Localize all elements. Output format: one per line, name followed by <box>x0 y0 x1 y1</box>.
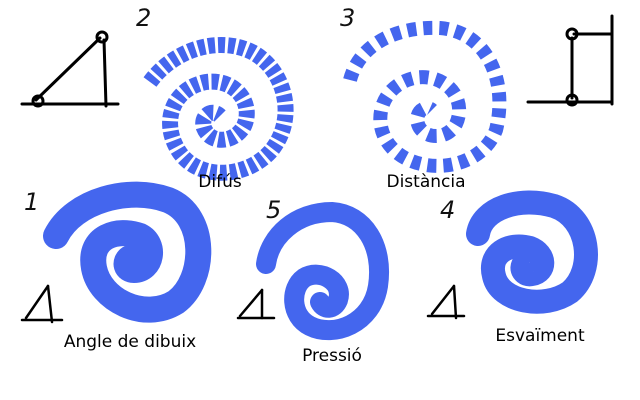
angle-triangle-sketch-5 <box>236 288 276 320</box>
caption-diffuse: Difús <box>198 172 242 192</box>
spiral-number-1: 1 <box>24 188 40 216</box>
spiral-fade <box>466 190 598 314</box>
spiral-number-3: 3 <box>340 4 356 32</box>
spiral-number-5: 5 <box>266 196 282 224</box>
spiral-drawing-angle <box>43 181 212 323</box>
spiral-diffuse <box>143 37 294 181</box>
spiral-number-4: 4 <box>440 196 456 224</box>
spiral-pressure <box>256 201 389 341</box>
spiral-number-2: 2 <box>136 4 152 32</box>
angle-triangle-sketch-top <box>20 30 120 108</box>
caption-fade: Esvaïment <box>495 326 585 346</box>
caption-distance: Distància <box>386 172 466 192</box>
vertical-stand-sketch <box>526 14 614 107</box>
caption-drawing-angle: Angle de dibuix <box>63 332 197 352</box>
angle-triangle-sketch-1 <box>20 284 64 324</box>
angle-triangle-sketch-4 <box>426 284 466 320</box>
caption-pressure: Pressió <box>302 346 362 366</box>
spiral-distance <box>343 20 507 173</box>
